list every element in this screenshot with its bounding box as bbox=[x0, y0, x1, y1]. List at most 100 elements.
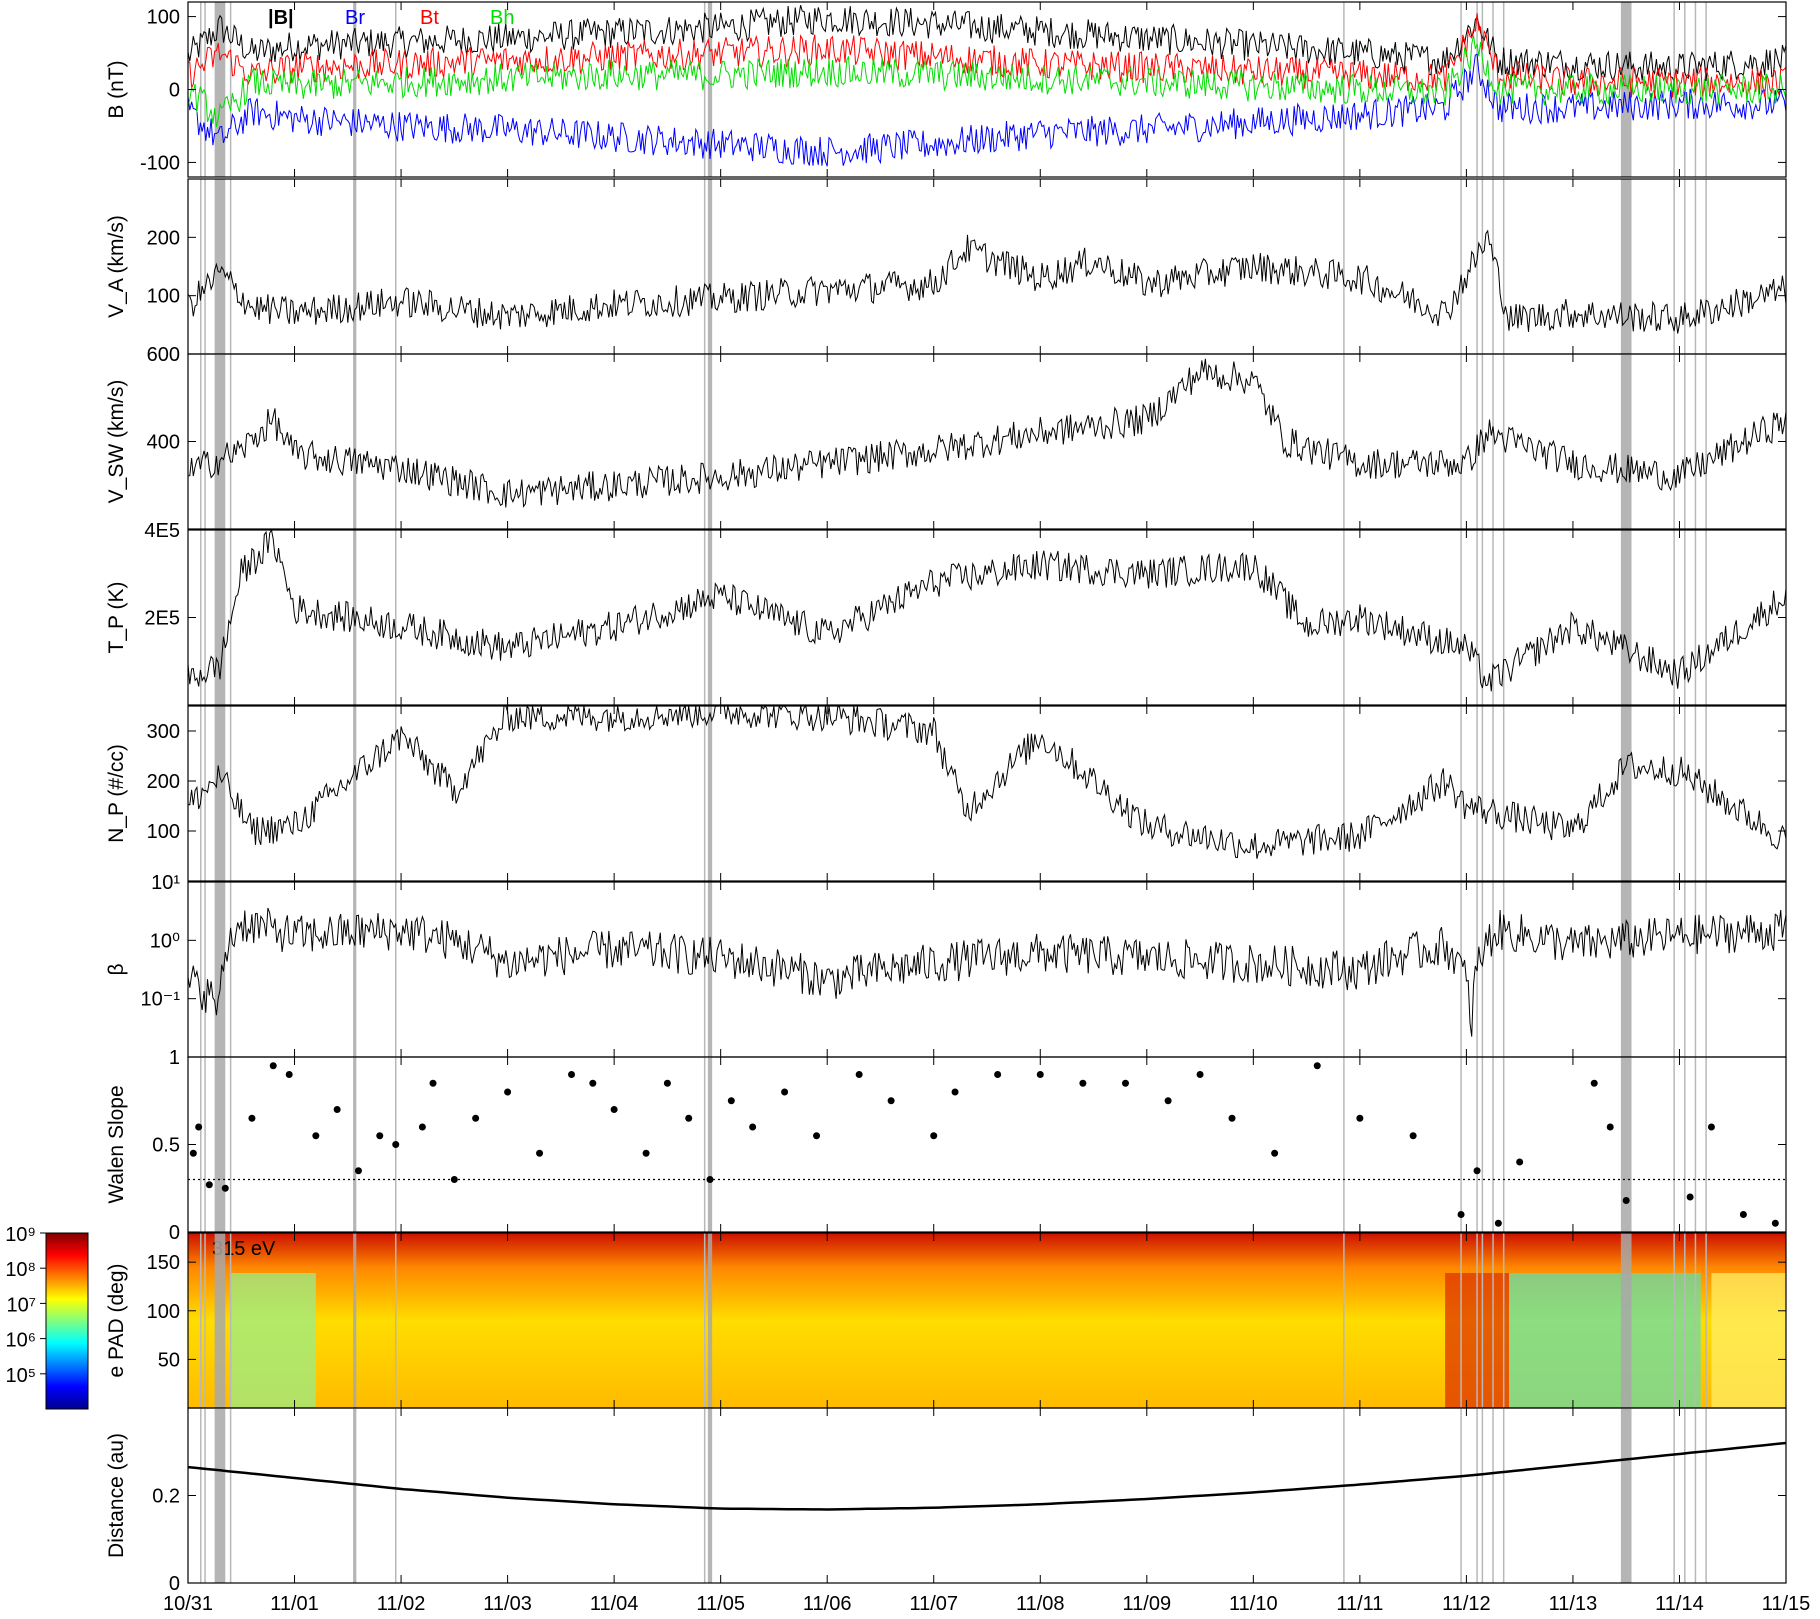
event-shading bbox=[353, 882, 357, 1057]
event-shading bbox=[353, 179, 357, 354]
panel-distance: 0 0.2 Distance (au) bbox=[105, 1407, 1787, 1595]
panel-TP: 2E5 4E5 T_P (K) bbox=[105, 520, 1787, 706]
y-tick-label: 200 bbox=[147, 227, 180, 249]
event-shading bbox=[1620, 2, 1632, 177]
event-shading bbox=[214, 354, 226, 529]
x-tick-label: 11/05 bbox=[696, 1593, 745, 1615]
colorbar-tick-label: 10⁶ bbox=[6, 1330, 36, 1352]
x-tick-label: 11/03 bbox=[483, 1593, 532, 1615]
y-tick-label: 100 bbox=[147, 1301, 180, 1323]
walen-point bbox=[312, 1132, 320, 1140]
event-shading bbox=[1620, 1233, 1632, 1408]
walen-point bbox=[813, 1132, 821, 1140]
y-tick-label: 0 bbox=[169, 1222, 180, 1244]
walen-point bbox=[1196, 1071, 1204, 1078]
walen-point bbox=[887, 1097, 895, 1105]
event-shading bbox=[1620, 530, 1632, 705]
x-tick-label: 11/04 bbox=[590, 1593, 639, 1615]
walen-point bbox=[472, 1114, 480, 1122]
y-axis-label: N_P (#/cc) bbox=[105, 744, 128, 843]
walen-point bbox=[1622, 1197, 1630, 1204]
walen-point bbox=[418, 1123, 426, 1131]
walen-point bbox=[1606, 1123, 1614, 1131]
panel-frame bbox=[187, 881, 1787, 1058]
walen-point bbox=[1771, 1219, 1779, 1227]
x-tick-label: 11/01 bbox=[270, 1593, 319, 1615]
walen-point bbox=[1457, 1211, 1465, 1218]
series-beta-line bbox=[187, 907, 1787, 1037]
event-shading bbox=[214, 2, 226, 177]
panel-VA: 100 200 V_A (km/s) bbox=[105, 178, 1787, 355]
event-shading bbox=[1620, 1408, 1632, 1583]
series-TP-line bbox=[187, 528, 1787, 692]
event-shading bbox=[353, 1408, 357, 1583]
walen-point bbox=[1473, 1167, 1481, 1175]
walen-point bbox=[1590, 1079, 1598, 1087]
panel-epad: 315 eV 50 100 150 e PAD (deg) bbox=[105, 1232, 1787, 1409]
y-tick-label: 600 bbox=[147, 344, 180, 366]
event-shading bbox=[214, 1057, 226, 1232]
colorbar: 10⁵ 10⁶ 10⁷ 10⁸ 10⁹ bbox=[5, 1224, 89, 1410]
series-VSW-line bbox=[187, 358, 1787, 508]
event-shading bbox=[707, 354, 713, 529]
event-shading bbox=[707, 530, 713, 705]
colorbar-tick-label: 10⁵ bbox=[5, 1365, 36, 1387]
event-shading bbox=[214, 1408, 226, 1583]
walen-point bbox=[610, 1106, 618, 1113]
x-tick-label: 11/15 bbox=[1762, 1593, 1811, 1615]
walen-point bbox=[663, 1079, 671, 1087]
y-tick-label: 10⁰ bbox=[150, 930, 180, 952]
y-tick-label: 10¹ bbox=[151, 872, 180, 894]
y-tick-label: 0 bbox=[169, 80, 180, 102]
walen-point bbox=[205, 1181, 213, 1189]
epad-energy-annotation: 315 eV bbox=[212, 1238, 276, 1260]
y-axis-label: V_A (km/s) bbox=[105, 215, 128, 318]
y-tick-label: 150 bbox=[147, 1252, 180, 1274]
event-shading bbox=[1620, 354, 1632, 529]
y-tick-label: 100 bbox=[147, 286, 180, 308]
walen-point bbox=[1409, 1132, 1417, 1140]
y-tick-label: 50 bbox=[158, 1349, 180, 1371]
series-B-|B| bbox=[187, 5, 1787, 84]
colorbar-tick-label: 10⁹ bbox=[5, 1224, 36, 1246]
event-shading bbox=[214, 882, 226, 1057]
y-tick-label: 10⁻¹ bbox=[141, 989, 181, 1011]
walen-point bbox=[1686, 1193, 1694, 1201]
walen-point bbox=[1356, 1114, 1364, 1122]
y-axis-label: T_P (K) bbox=[105, 582, 128, 654]
walen-point bbox=[1271, 1149, 1279, 1157]
event-shading bbox=[707, 1057, 713, 1232]
event-shading bbox=[707, 1233, 713, 1408]
y-tick-label: 1 bbox=[169, 1047, 180, 1069]
event-shading bbox=[1620, 179, 1632, 354]
walen-point bbox=[1079, 1079, 1087, 1087]
panel-frame bbox=[187, 1056, 1787, 1233]
event-shading bbox=[1620, 882, 1632, 1057]
y-tick-label: 4E5 bbox=[144, 520, 180, 542]
y-tick-label: 0.5 bbox=[152, 1135, 180, 1157]
epad-band bbox=[1711, 1273, 1786, 1408]
walen-point bbox=[354, 1167, 362, 1175]
x-tick-label: 11/07 bbox=[909, 1593, 958, 1615]
y-tick-label: 400 bbox=[147, 432, 180, 454]
walen-point bbox=[1516, 1158, 1524, 1166]
walen-point bbox=[195, 1123, 203, 1131]
walen-point bbox=[248, 1114, 256, 1122]
x-tick-label: 11/14 bbox=[1655, 1593, 1704, 1615]
panel-NP: 100 200 300 N_P (#/cc) bbox=[105, 704, 1787, 882]
y-tick-label: 300 bbox=[147, 721, 180, 743]
epad-band bbox=[1509, 1273, 1701, 1408]
walen-point bbox=[994, 1071, 1002, 1078]
event-shading bbox=[353, 2, 357, 177]
x-tick-label: 10/31 bbox=[163, 1593, 213, 1615]
panel-frame bbox=[187, 705, 1787, 882]
walen-point bbox=[1707, 1123, 1715, 1131]
y-tick-label: -100 bbox=[140, 152, 180, 174]
y-axis-label: Walen Slope bbox=[105, 1085, 128, 1203]
walen-point bbox=[727, 1097, 735, 1105]
y-axis-label: V_SW (km/s) bbox=[105, 380, 128, 504]
colorbar-tick-label: 10⁸ bbox=[5, 1259, 36, 1281]
walen-point bbox=[1739, 1211, 1747, 1218]
